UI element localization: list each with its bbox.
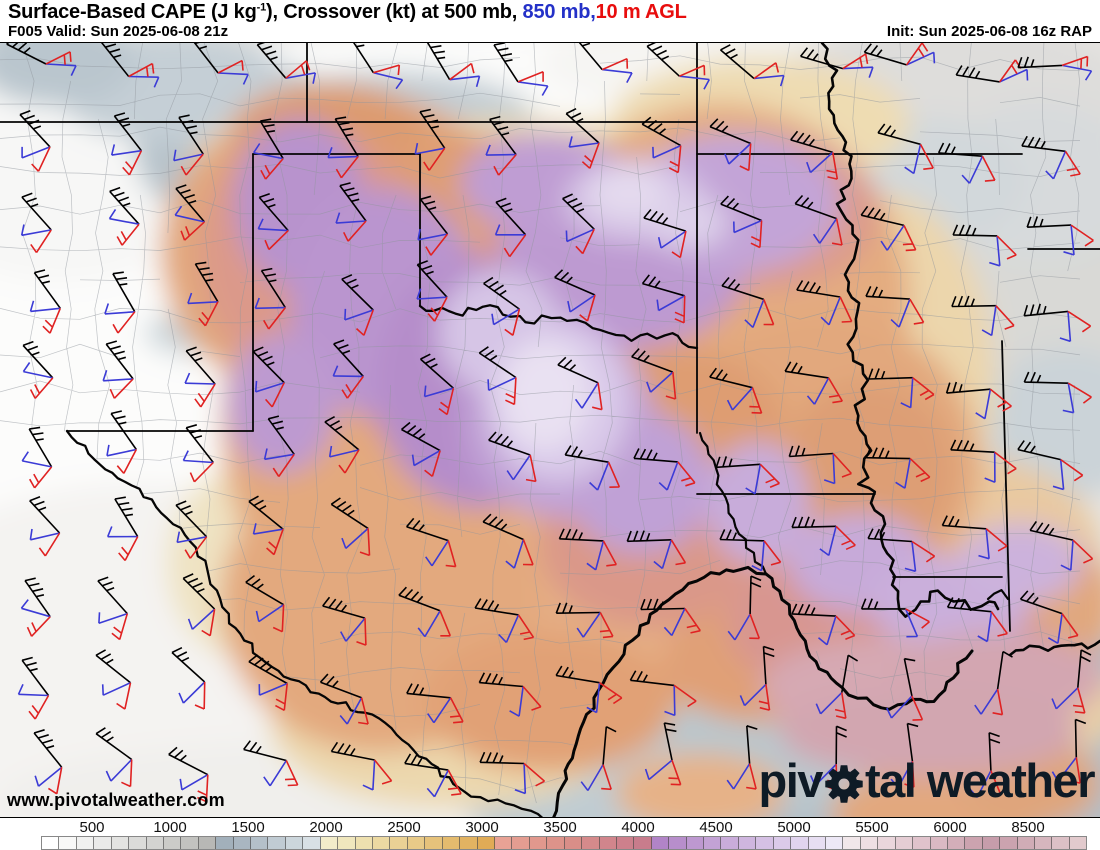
- colorbar-cell: [146, 837, 164, 849]
- colorbar-cell: [808, 837, 826, 849]
- colorbar-cell: [181, 837, 199, 849]
- colorbar-cell: [791, 837, 809, 849]
- colorbar-cell: [129, 837, 147, 849]
- logo-text-piv: piv: [758, 754, 824, 807]
- colorbar-tick-label: 2000: [309, 819, 343, 836]
- colorbar-cell: [878, 837, 896, 849]
- colorbar-cell: [616, 837, 635, 849]
- title-black-2: ), Crossover (kt) at 500 mb,: [266, 1, 518, 23]
- colorbar-cell: [59, 837, 77, 849]
- colorbar-cell: [338, 837, 356, 849]
- cape-colorbar: 500 1000 1500 2000 2500 3000 3500 4000 4500 5000 5…: [0, 818, 1100, 850]
- valid-time-label: F005 Valid: Sun 2025-06-08 21z: [8, 23, 229, 40]
- colorbar-cell: [1069, 837, 1087, 849]
- colorbar-cell: [216, 837, 234, 849]
- map-canvas: [0, 43, 1100, 817]
- title-10m-agl: 10 m AGL: [595, 1, 687, 23]
- colorbar-cell: [477, 837, 495, 849]
- colorbar-cell: [303, 837, 321, 849]
- colorbar-tick-label: 500: [79, 819, 105, 836]
- colorbar-cell: [163, 837, 182, 849]
- colorbar-cell: [634, 837, 652, 849]
- colorbar-cell: [582, 837, 600, 849]
- colorbar-cell: [442, 837, 461, 849]
- colorbar-cell: [198, 837, 217, 849]
- header: Surface-Based CAPE (J kg-1), Crossover (…: [0, 0, 1100, 42]
- colorbar-tick-label: 6000: [933, 819, 967, 836]
- colorbar-cell: [355, 837, 374, 849]
- colorbar-cell: [669, 837, 687, 849]
- colorbar-tick-label: 4000: [621, 819, 655, 836]
- colorbar-tick-label: 8500: [1011, 819, 1045, 836]
- colorbar-cell: [843, 837, 861, 849]
- colorbar-cell: [1052, 837, 1070, 849]
- colorbar-tick-label: 1000: [153, 819, 187, 836]
- colorbar-cell: [965, 837, 983, 849]
- colorbar-cell: [251, 837, 269, 849]
- colorbar-tick-label: 2500: [387, 819, 421, 836]
- colorbar-tick-label: 1500: [231, 819, 265, 836]
- colorbar-cell: [407, 837, 426, 849]
- colorbar-cell: [913, 837, 931, 849]
- colorbar-cell: [930, 837, 948, 849]
- weather-map: [0, 42, 1100, 818]
- colorbar-cell: [233, 837, 252, 849]
- colorbar-tick-label: 4500: [699, 819, 733, 836]
- colorbar-cell: [76, 837, 95, 849]
- colorbar-cell: [42, 837, 60, 849]
- colorbar-cell: [756, 837, 774, 849]
- colorbar-cell: [599, 837, 617, 849]
- gear-icon: [825, 764, 863, 803]
- colorbar-cell: [320, 837, 339, 849]
- colorbar-cell: [547, 837, 565, 849]
- colorbar-cells: [41, 836, 1087, 850]
- colorbar-cell: [738, 837, 757, 849]
- colorbar-cell: [825, 837, 844, 849]
- init-time-label: Init: Sun 2025-06-08 16z RAP: [886, 23, 1092, 40]
- logo-text-tal-weather: tal weather: [864, 754, 1096, 807]
- pivotal-weather-logo: piv tal weather: [758, 754, 1096, 807]
- colorbar-cell: [860, 837, 879, 849]
- colorbar-cell: [512, 837, 530, 849]
- colorbar-cell: [268, 837, 286, 849]
- colorbar-cell: [721, 837, 739, 849]
- title-850mb: 850 mb,: [517, 1, 596, 23]
- colorbar-cell: [425, 837, 443, 849]
- title-black: Surface-Based CAPE (J kg: [8, 1, 257, 23]
- colorbar-cell: [895, 837, 914, 849]
- colorbar-cell: [1000, 837, 1018, 849]
- colorbar-cell: [285, 837, 304, 849]
- colorbar-cell: [947, 837, 966, 849]
- colorbar-cell: [111, 837, 130, 849]
- colorbar-cell: [390, 837, 408, 849]
- colorbar-cell: [460, 837, 478, 849]
- colorbar-cell: [651, 837, 670, 849]
- watermark-url: www.pivotalweather.com: [7, 790, 225, 810]
- colorbar-cell: [564, 837, 583, 849]
- colorbar-cell: [1017, 837, 1036, 849]
- colorbar-cell: [529, 837, 548, 849]
- colorbar-cell: [94, 837, 112, 849]
- colorbar-cell: [1035, 837, 1053, 849]
- colorbar-cell: [704, 837, 722, 849]
- colorbar-cell: [494, 837, 513, 849]
- colorbar-tick-labels: 500 1000 1500 2000 2500 3000 3500 4000 4500 5000 5…: [0, 818, 1100, 836]
- colorbar-tick-label: 3500: [543, 819, 577, 836]
- colorbar-cell: [773, 837, 792, 849]
- colorbar-cell: [686, 837, 705, 849]
- title-superscript: -1: [256, 1, 267, 14]
- colorbar-tick-label: 5000: [777, 819, 811, 836]
- colorbar-tick-label: 5500: [855, 819, 889, 836]
- colorbar-tick-label: 3000: [465, 819, 499, 836]
- colorbar-cell: [982, 837, 1001, 849]
- page-title: Surface-Based CAPE (J kg-1), Crossover (…: [8, 1, 687, 24]
- colorbar-cell: [373, 837, 391, 849]
